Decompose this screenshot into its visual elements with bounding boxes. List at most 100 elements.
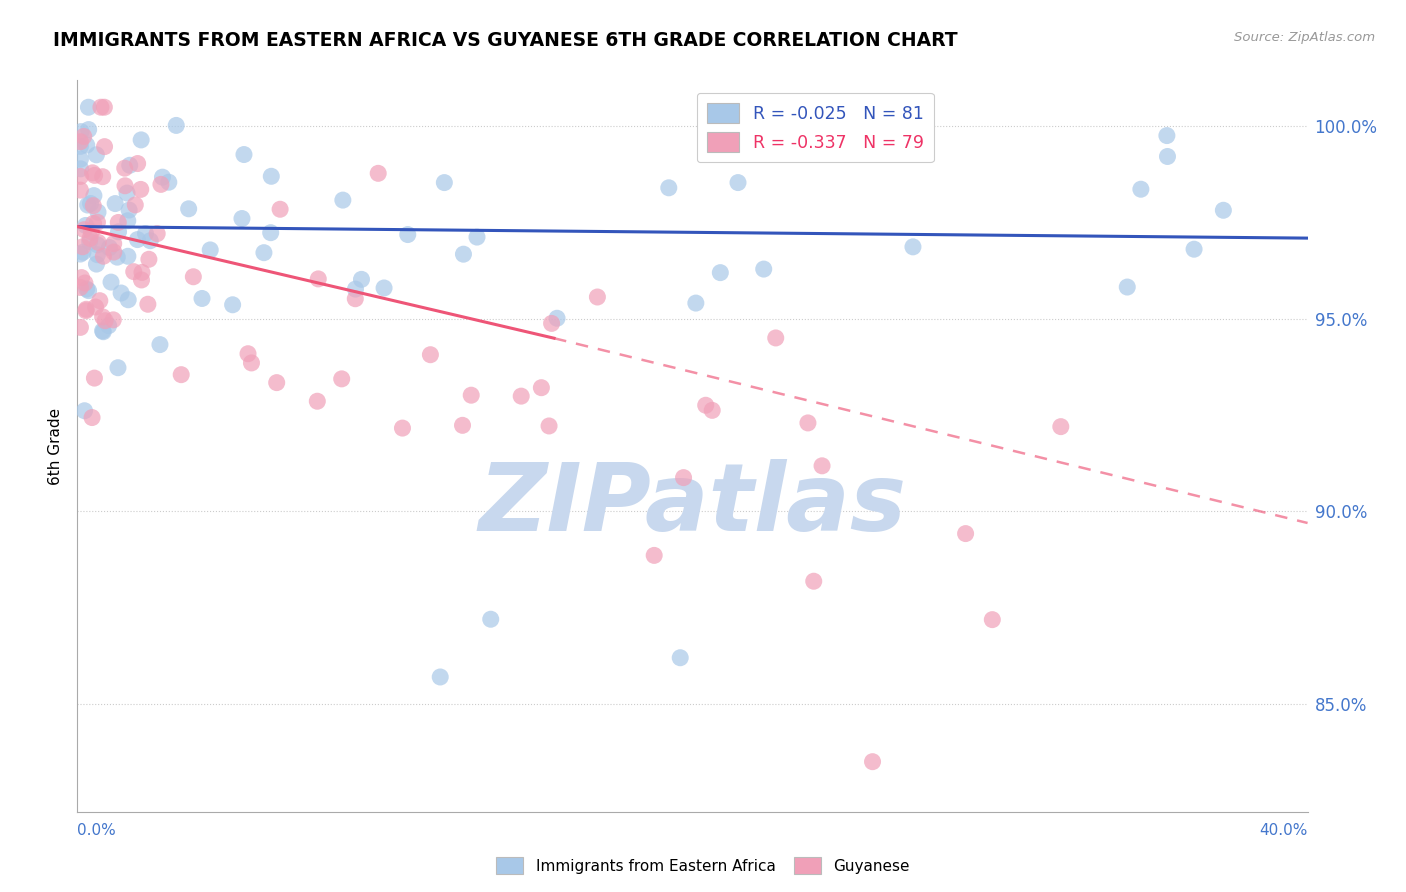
Point [87, 205, 110, 219]
Point [69, 135, 91, 149]
Point [139, 234, 162, 248]
Point [233, 147, 256, 161]
Point [80, 410, 103, 425]
Point [83, 169, 105, 183]
Point [149, 337, 172, 351]
Point [669, 650, 692, 665]
Point [307, 272, 329, 286]
Point [103, 236, 125, 251]
Point [91, 324, 114, 338]
Point [83, 216, 105, 230]
Point [117, 293, 139, 307]
Point [86, 215, 108, 229]
Point [105, 250, 128, 264]
Point [429, 670, 451, 684]
Point [93, 139, 115, 153]
Point [124, 198, 146, 212]
Point [122, 265, 145, 279]
Point [100, 275, 122, 289]
Point [86, 238, 108, 252]
Point [129, 182, 152, 196]
Point [737, 140, 759, 154]
Point [91, 310, 114, 324]
Point [702, 403, 724, 417]
Point [114, 178, 136, 193]
Point [373, 281, 395, 295]
Point [75, 302, 97, 317]
Point [765, 331, 787, 345]
Point [672, 470, 695, 484]
Point [752, 262, 775, 277]
Point [152, 170, 174, 185]
Point [79, 231, 101, 245]
Point [200, 243, 222, 257]
Point [89, 293, 111, 308]
Point [90, 100, 112, 114]
Point [73, 403, 96, 417]
Point [79, 196, 101, 211]
Point [117, 249, 139, 263]
Point [94, 314, 117, 328]
Point [70, 125, 93, 139]
Point [91, 325, 114, 339]
Point [221, 298, 243, 312]
Point [131, 273, 153, 287]
Point [658, 181, 681, 195]
Point [127, 156, 149, 170]
Point [69, 139, 91, 153]
Point [695, 398, 717, 412]
Point [901, 240, 924, 254]
Point [685, 296, 707, 310]
Point [1049, 419, 1071, 434]
Legend: Immigrants from Eastern Africa, Guyanese: Immigrants from Eastern Africa, Guyanese [489, 851, 917, 880]
Point [73, 276, 96, 290]
Point [117, 213, 139, 227]
Point [114, 161, 136, 176]
Point [79, 235, 101, 249]
Point [72, 245, 94, 260]
Point [1156, 149, 1178, 163]
Text: 40.0%: 40.0% [1260, 823, 1308, 838]
Point [981, 613, 1004, 627]
Point [1116, 280, 1139, 294]
Point [129, 133, 152, 147]
Point [86, 148, 108, 162]
Point [69, 161, 91, 176]
Point [260, 169, 283, 184]
Text: 0.0%: 0.0% [77, 823, 117, 838]
Point [1212, 203, 1234, 218]
Point [76, 282, 98, 296]
Point [77, 100, 100, 114]
Point [91, 169, 114, 184]
Point [118, 202, 141, 217]
Point [134, 227, 156, 241]
Point [69, 153, 91, 167]
Point [391, 421, 413, 435]
Y-axis label: 6th Grade: 6th Grade [48, 408, 63, 484]
Point [240, 356, 263, 370]
Point [253, 245, 276, 260]
Point [107, 360, 129, 375]
Point [107, 215, 129, 229]
Point [709, 266, 731, 280]
Point [797, 416, 820, 430]
Point [69, 247, 91, 261]
Point [530, 381, 553, 395]
Point [83, 188, 105, 202]
Point [118, 158, 141, 172]
Point [451, 418, 474, 433]
Point [177, 202, 200, 216]
Point [460, 388, 482, 402]
Point [86, 248, 108, 262]
Point [73, 222, 96, 236]
Point [97, 318, 120, 333]
Point [69, 183, 91, 197]
Point [191, 292, 214, 306]
Point [170, 368, 193, 382]
Point [803, 574, 825, 589]
Point [330, 372, 353, 386]
Point [77, 284, 100, 298]
Point [350, 272, 373, 286]
Point [479, 612, 502, 626]
Point [955, 526, 977, 541]
